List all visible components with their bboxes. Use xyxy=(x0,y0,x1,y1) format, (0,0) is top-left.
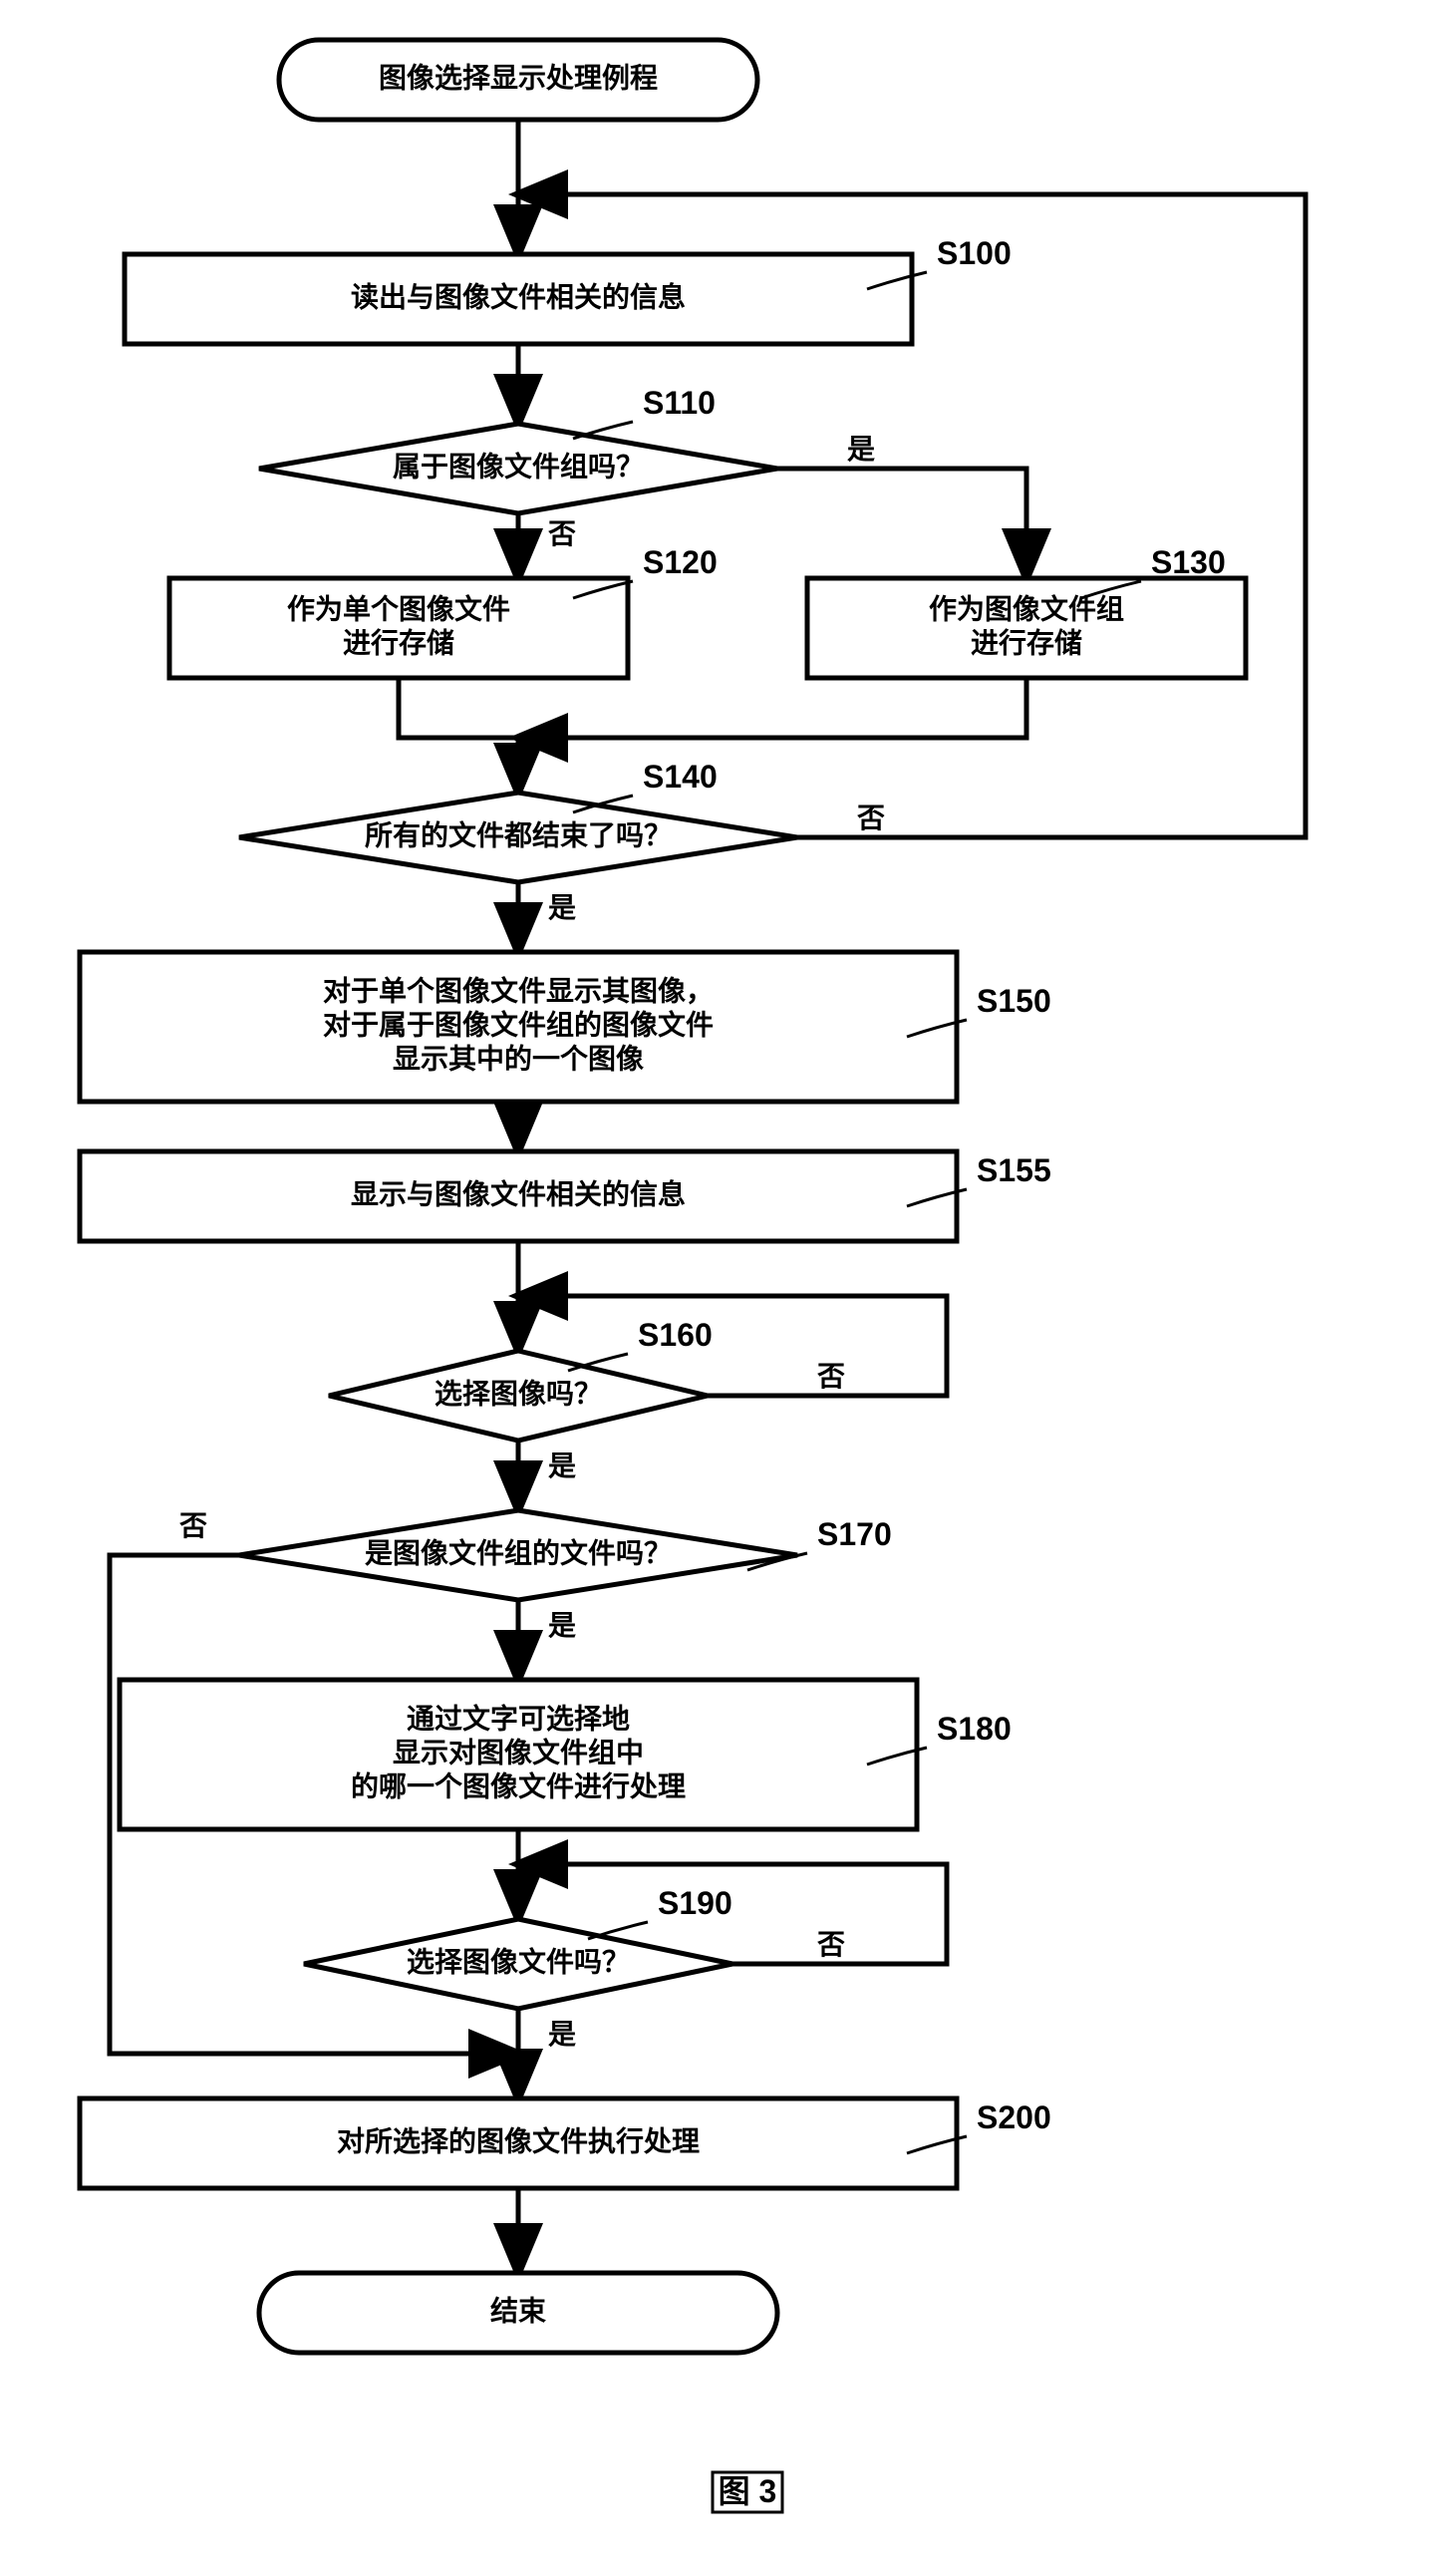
edge-label-17: 否 xyxy=(817,1929,845,1960)
flowchart-diagram: 否是是否是否是否是否 图像选择显示处理例程读出与图像文件相关的信息S100属于图… xyxy=(20,20,1456,2551)
node-text-s190-0: 选择图像文件吗？ xyxy=(407,1945,630,1977)
edge-label-2: 否 xyxy=(548,518,576,549)
step-label-s180: S180 xyxy=(937,1711,1012,1747)
node-text-s110-0: 属于图像文件组吗？ xyxy=(393,450,644,482)
leader-s190 xyxy=(588,1922,648,1939)
figure-caption: 图 3 xyxy=(719,2473,777,2509)
edge-label-12: 否 xyxy=(817,1361,845,1392)
node-text-s200-0: 对所选择的图像文件执行处理 xyxy=(337,2124,700,2156)
node-text-s150-1: 对于属于图像文件组的图像文件 xyxy=(323,1008,714,1040)
node-s120: 作为单个图像文件进行存储 S120 xyxy=(169,544,718,678)
edge-3 xyxy=(777,469,1026,578)
edge-label-3: 是 xyxy=(847,434,875,465)
node-text-s155-0: 显示与图像文件相关的信息 xyxy=(351,1177,686,1209)
node-text-s180-2: 的哪一个图像文件进行处理 xyxy=(351,1769,686,1801)
node-text-start-0: 图像选择显示处理例程 xyxy=(379,62,658,93)
node-text-s180-1: 显示对图像文件组中 xyxy=(393,1736,644,1768)
node-text-s120-1: 进行存储 xyxy=(343,626,454,658)
step-label-s100: S100 xyxy=(937,235,1012,271)
node-text-s150-0: 对于单个图像文件显示其图像， xyxy=(323,974,714,1006)
node-s100: 读出与图像文件相关的信息 S100 xyxy=(125,235,1012,344)
step-label-s130: S130 xyxy=(1151,544,1226,580)
edge-label-8: 否 xyxy=(857,803,885,833)
node-text-s160-0: 选择图像吗？ xyxy=(435,1378,602,1409)
node-s170: 是图像文件组的文件吗？ S170 xyxy=(239,1510,892,1600)
step-label-s190: S190 xyxy=(658,1885,732,1921)
node-text-s120-0: 作为单个图像文件 xyxy=(287,592,510,624)
edge-label-13: 是 xyxy=(548,1610,576,1641)
edge-label-7: 是 xyxy=(548,892,576,923)
step-label-s155: S155 xyxy=(977,1152,1051,1188)
node-s180: 通过文字可选择地显示对图像文件组中的哪一个图像文件进行处理 S180 xyxy=(120,1680,1012,1829)
step-label-s170: S170 xyxy=(817,1516,892,1552)
node-text-end-0: 结束 xyxy=(490,2295,546,2326)
step-label-s110: S110 xyxy=(643,385,716,421)
step-label-s200: S200 xyxy=(977,2099,1051,2135)
node-s155: 显示与图像文件相关的信息 S155 xyxy=(80,1151,1051,1241)
step-label-s150: S150 xyxy=(977,983,1051,1019)
node-text-s180-0: 通过文字可选择地 xyxy=(407,1702,630,1734)
step-label-s160: S160 xyxy=(638,1317,713,1353)
step-label-s120: S120 xyxy=(643,544,718,580)
node-s150: 对于单个图像文件显示其图像，对于属于图像文件组的图像文件显示其中的一个图像 S15… xyxy=(80,952,1051,1102)
node-start: 图像选择显示处理例程 xyxy=(279,40,757,120)
node-s200: 对所选择的图像文件执行处理 S200 xyxy=(80,2098,1051,2188)
edge-5 xyxy=(518,678,1026,738)
edge-label-11: 是 xyxy=(548,1450,576,1481)
edge-4 xyxy=(399,678,518,738)
node-text-s170-0: 是图像文件组的文件吗？ xyxy=(365,1536,672,1568)
node-text-s130-0: 作为图像文件组 xyxy=(929,592,1124,624)
node-end: 结束 xyxy=(259,2273,777,2353)
edge-label-16: 是 xyxy=(548,2019,576,2050)
step-label-s140: S140 xyxy=(643,759,718,795)
node-text-s140-0: 所有的文件都结束了吗？ xyxy=(365,818,672,850)
node-text-s150-2: 显示其中的一个图像 xyxy=(393,1042,645,1074)
node-text-s100-0: 读出与图像文件相关的信息 xyxy=(351,280,686,312)
edge-label-14: 否 xyxy=(179,1510,207,1541)
node-text-s130-1: 进行存储 xyxy=(971,626,1082,658)
